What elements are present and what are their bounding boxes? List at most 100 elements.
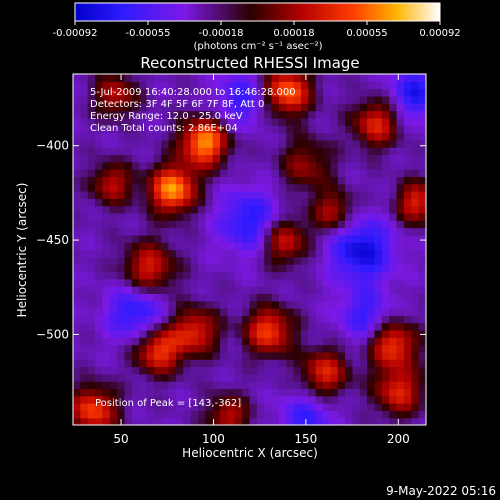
heatmap-cell: [381, 198, 390, 207]
heatmap-cell: [139, 147, 148, 156]
heatmap-cell: [352, 147, 361, 156]
heatmap-cell: [117, 403, 126, 411]
heatmap-cell: [161, 242, 170, 251]
heatmap-cell: [418, 227, 426, 236]
heatmap-cell: [175, 147, 184, 156]
heatmap-cell: [153, 88, 162, 97]
heatmap-cell: [242, 315, 251, 324]
heatmap-cell: [109, 366, 118, 375]
heatmap-cell: [80, 300, 89, 309]
heatmap-cell: [271, 161, 280, 170]
heatmap-cell: [131, 403, 140, 411]
heatmap-cell: [403, 403, 412, 411]
heatmap-cell: [190, 234, 199, 243]
heatmap-cell: [109, 117, 118, 126]
heatmap-cell: [73, 161, 81, 170]
heatmap-cell: [212, 344, 221, 353]
heatmap-cell: [146, 176, 155, 185]
heatmap-cell: [117, 315, 126, 324]
heatmap-cell: [396, 81, 405, 90]
heatmap-cell: [323, 169, 331, 177]
heatmap-cell: [271, 403, 280, 411]
heatmap-cell: [220, 191, 229, 199]
heatmap-cell: [190, 381, 199, 390]
heatmap-cell: [300, 169, 309, 177]
heatmap-cell: [80, 234, 89, 243]
heatmap-cell: [411, 417, 420, 425]
heatmap-cell: [95, 388, 104, 397]
heatmap-cell: [293, 125, 302, 134]
heatmap-cell: [286, 359, 295, 368]
heatmap-cell: [87, 315, 96, 324]
heatmap-cell: [418, 103, 426, 112]
heatmap-cell: [403, 117, 412, 126]
heatmap-cell: [256, 315, 265, 324]
heatmap-cell: [87, 417, 96, 425]
heatmap-cell: [234, 132, 243, 141]
heatmap-cell: [403, 344, 412, 353]
heatmap-cell: [418, 139, 426, 148]
heatmap-cell: [220, 359, 229, 368]
heatmap-cell: [146, 278, 155, 287]
heatmap-cell: [190, 403, 199, 411]
heatmap-cell: [131, 242, 140, 251]
heatmap-cell: [117, 410, 126, 419]
heatmap-cell: [367, 242, 376, 251]
heatmap-cell: [183, 212, 192, 221]
heatmap-cell: [389, 344, 398, 353]
heatmap-cell: [198, 110, 206, 119]
heatmap-cell: [73, 322, 81, 331]
heatmap-cell: [131, 359, 140, 368]
heatmap-cell: [315, 388, 324, 397]
heatmap-cell: [271, 176, 280, 185]
heatmap-cell: [359, 381, 368, 390]
heatmap-cell: [117, 381, 126, 390]
heatmap-cell: [374, 278, 383, 287]
heatmap-cell: [278, 125, 287, 134]
heatmap-cell: [109, 271, 118, 280]
annotation-peak-position: Position of Peak = [143,-362]: [95, 398, 241, 409]
heatmap-cell: [418, 117, 426, 126]
heatmap-cell: [418, 373, 426, 382]
heatmap-cell: [278, 388, 287, 397]
heatmap-cell: [109, 242, 118, 251]
heatmap-cell: [381, 74, 390, 82]
x-axis-label: Heliocentric X (arcsec): [182, 446, 318, 460]
heatmap-cell: [315, 278, 324, 287]
heatmap-cell: [175, 300, 184, 309]
heatmap-cell: [389, 234, 398, 243]
heatmap-cell: [212, 410, 221, 419]
heatmap-cell: [124, 403, 133, 411]
heatmap-cell: [139, 344, 148, 353]
heatmap-cell: [153, 293, 162, 302]
heatmap-cell: [95, 286, 104, 294]
heatmap-cell: [300, 308, 309, 316]
heatmap-cell: [293, 183, 302, 192]
heatmap-cell: [256, 183, 265, 192]
heatmap-cell: [73, 212, 81, 221]
heatmap-cell: [220, 395, 229, 404]
heatmap-cell: [345, 359, 354, 368]
heatmap-cell: [161, 344, 170, 353]
heatmap-cell: [139, 117, 148, 126]
heatmap-cell: [389, 286, 398, 294]
heatmap-cell: [411, 315, 420, 324]
heatmap-cell: [381, 410, 390, 419]
heatmap-cell: [190, 227, 199, 236]
heatmap-cell: [168, 234, 177, 243]
heatmap-cell: [345, 344, 354, 353]
heatmap-cell: [271, 220, 280, 229]
heatmap-cell: [286, 366, 295, 375]
heatmap-cell: [227, 278, 236, 287]
heatmap-cell: [102, 403, 111, 411]
heatmap-cell: [73, 227, 81, 236]
heatmap-cell: [278, 373, 287, 382]
heatmap-cell: [161, 205, 170, 214]
heatmap-cell: [315, 220, 324, 229]
heatmap-cell: [403, 286, 412, 294]
heatmap-cell: [256, 381, 265, 390]
heatmap-cell: [367, 322, 376, 331]
heatmap-cell: [367, 344, 376, 353]
heatmap-cell: [212, 403, 221, 411]
heatmap-cell: [87, 286, 96, 294]
